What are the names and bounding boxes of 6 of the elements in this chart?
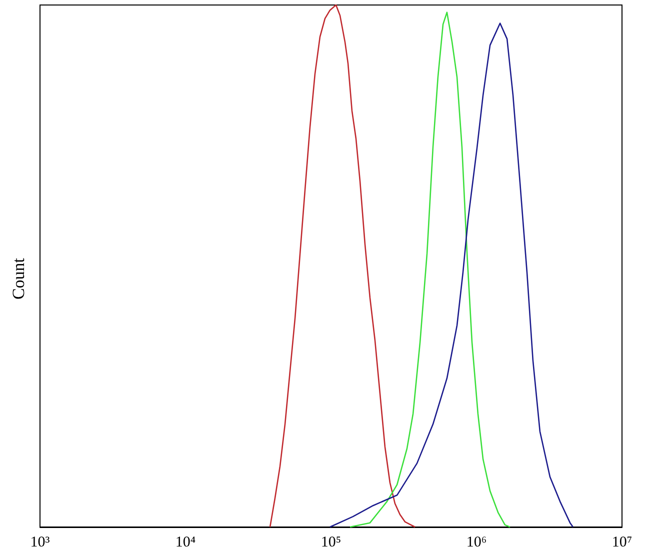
x-tick-label: 10⁵ (320, 534, 342, 550)
x-tick-label: 10⁷ (612, 534, 632, 550)
y-axis-title: Count (9, 258, 28, 300)
x-tick-label: 10³ (30, 534, 50, 550)
x-tick-label: 10⁶ (466, 534, 487, 550)
x-tick-label: 10⁴ (175, 534, 196, 550)
